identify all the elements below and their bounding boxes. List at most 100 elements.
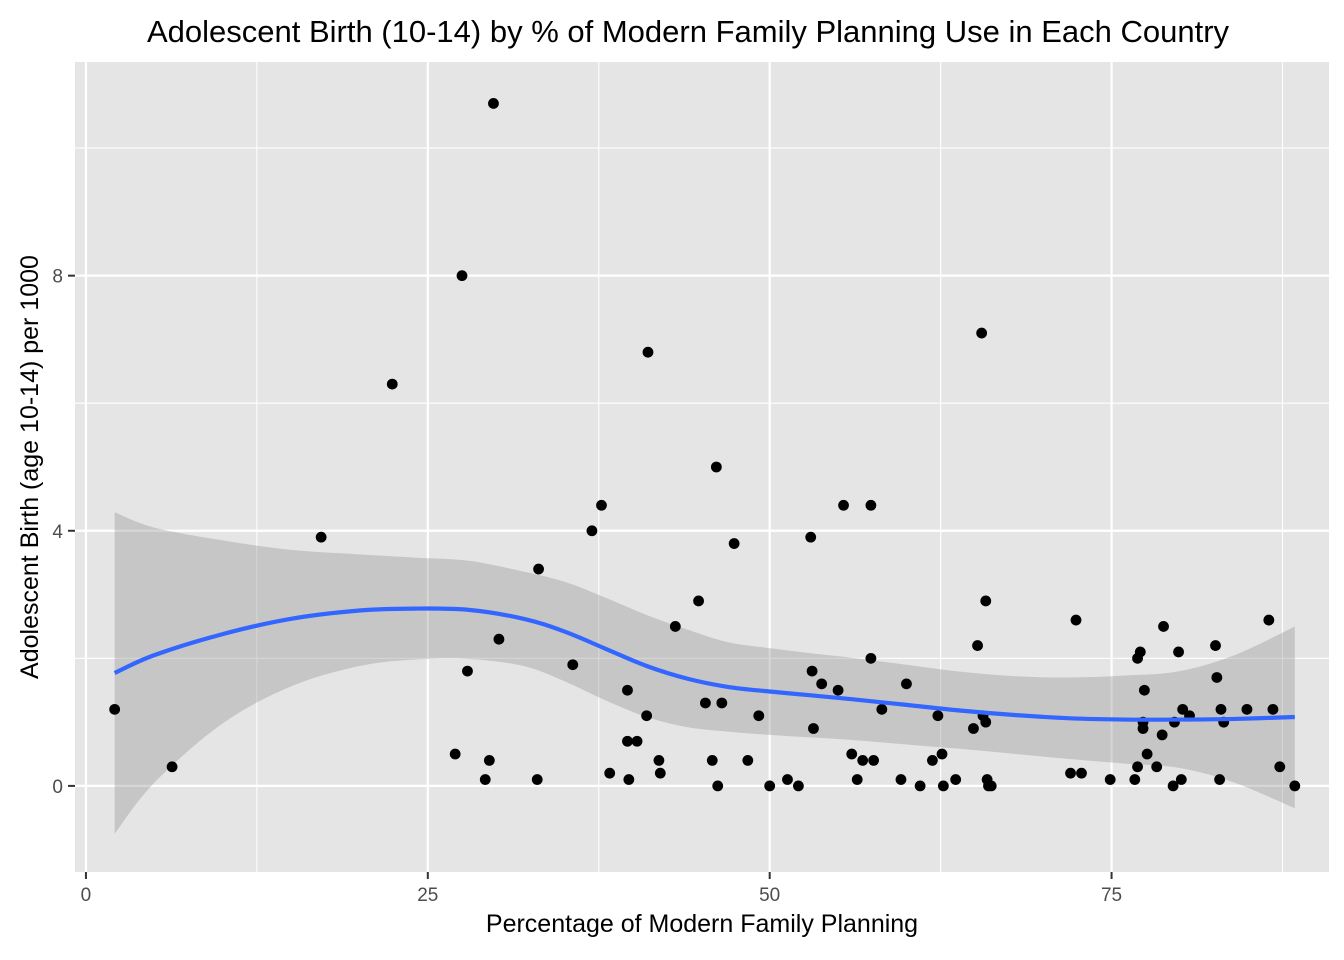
data-point-71 <box>1104 774 1116 785</box>
data-point-40 <box>808 723 819 734</box>
data-point-69 <box>1070 614 1082 626</box>
data-point-70 <box>1076 767 1087 779</box>
data-point-25 <box>669 621 681 632</box>
data-point-8 <box>483 754 495 766</box>
x-tick-label-1: 25 <box>417 885 438 906</box>
data-point-15 <box>596 499 607 511</box>
data-point-81 <box>1158 621 1169 632</box>
data-point-47 <box>865 499 877 511</box>
data-point-54 <box>927 754 938 766</box>
data-point-9 <box>488 98 499 109</box>
data-point-23 <box>653 754 665 766</box>
data-point-33 <box>742 754 754 766</box>
grid-major <box>75 62 1329 872</box>
data-point-17 <box>622 735 633 747</box>
data-point-30 <box>712 780 724 792</box>
smooth-line-layer <box>113 606 1295 722</box>
y-tick-label-1: 4 <box>52 522 63 543</box>
data-point-79 <box>1141 748 1153 760</box>
data-point-96 <box>1267 703 1279 715</box>
data-point-51 <box>895 774 907 785</box>
data-point-19 <box>622 684 633 696</box>
data-point-50 <box>876 703 888 715</box>
data-point-4 <box>449 748 461 760</box>
data-point-2 <box>315 531 327 543</box>
data-point-1 <box>166 761 178 773</box>
data-point-91 <box>1214 774 1225 785</box>
data-point-48 <box>865 652 877 664</box>
data-point-77 <box>1137 723 1149 734</box>
points-layer <box>109 98 1301 792</box>
data-point-24 <box>654 767 666 779</box>
data-point-83 <box>1167 780 1179 792</box>
data-point-6 <box>462 665 473 677</box>
data-point-38 <box>805 531 817 543</box>
data-point-41 <box>816 678 828 690</box>
data-point-20 <box>631 735 643 747</box>
data-point-5 <box>456 270 468 282</box>
data-point-75 <box>1134 646 1146 658</box>
data-point-32 <box>728 538 740 549</box>
data-point-3 <box>386 378 398 390</box>
data-point-60 <box>972 640 983 651</box>
data-point-26 <box>693 595 704 607</box>
data-point-0 <box>109 703 121 715</box>
y-tick-label-2: 8 <box>52 267 63 288</box>
data-point-56 <box>936 748 948 760</box>
data-point-42 <box>832 684 844 696</box>
data-point-44 <box>846 748 858 760</box>
data-point-67 <box>985 780 997 792</box>
data-point-14 <box>586 525 598 537</box>
grid-minor <box>75 62 1329 872</box>
data-point-95 <box>1263 614 1275 626</box>
data-point-58 <box>950 774 962 785</box>
data-point-68 <box>1065 767 1076 779</box>
x-axis-title: Percentage of Modern Family Planning <box>486 910 918 938</box>
data-point-63 <box>980 595 992 607</box>
data-point-22 <box>642 346 654 358</box>
data-point-89 <box>1210 640 1221 651</box>
data-point-73 <box>1132 761 1143 773</box>
data-point-78 <box>1138 684 1150 696</box>
smooth-trend-line <box>113 606 1295 722</box>
confidence-ribbon-layer <box>114 512 1295 834</box>
data-point-18 <box>623 774 635 785</box>
data-point-80 <box>1151 761 1163 773</box>
data-point-37 <box>793 780 804 792</box>
data-point-16 <box>604 767 616 779</box>
x-tick-label-3: 75 <box>1101 885 1122 906</box>
data-point-12 <box>533 563 544 575</box>
y-tick-label-0: 0 <box>52 777 63 798</box>
data-point-86 <box>1175 774 1187 785</box>
data-point-34 <box>753 710 765 722</box>
x-tick-label-0: 0 <box>81 885 92 906</box>
data-point-27 <box>700 697 711 709</box>
data-point-64 <box>980 716 992 728</box>
data-point-55 <box>932 710 944 722</box>
data-point-82 <box>1156 729 1168 741</box>
y-axis-title: Adolescent Birth (age 10-14) per 1000 <box>16 255 44 679</box>
plot-panel <box>75 62 1329 872</box>
data-point-57 <box>937 780 949 792</box>
chart-title: Adolescent Birth (10-14) by % of Modern … <box>147 14 1230 49</box>
y-axis-ticks: 0 4 8 <box>52 267 75 798</box>
data-point-13 <box>567 659 579 671</box>
data-point-98 <box>1289 780 1301 792</box>
data-point-97 <box>1274 761 1286 773</box>
data-point-28 <box>706 754 718 766</box>
data-point-36 <box>782 774 793 785</box>
data-point-21 <box>641 710 653 722</box>
data-point-11 <box>531 774 543 785</box>
data-point-39 <box>806 665 818 677</box>
x-tick-label-2: 50 <box>759 885 780 906</box>
data-point-53 <box>914 780 926 792</box>
data-point-52 <box>901 678 912 690</box>
data-point-59 <box>968 723 979 734</box>
data-point-31 <box>716 697 728 709</box>
data-point-10 <box>493 633 505 645</box>
data-point-35 <box>764 780 776 792</box>
data-point-49 <box>868 754 880 766</box>
data-point-7 <box>479 774 491 785</box>
